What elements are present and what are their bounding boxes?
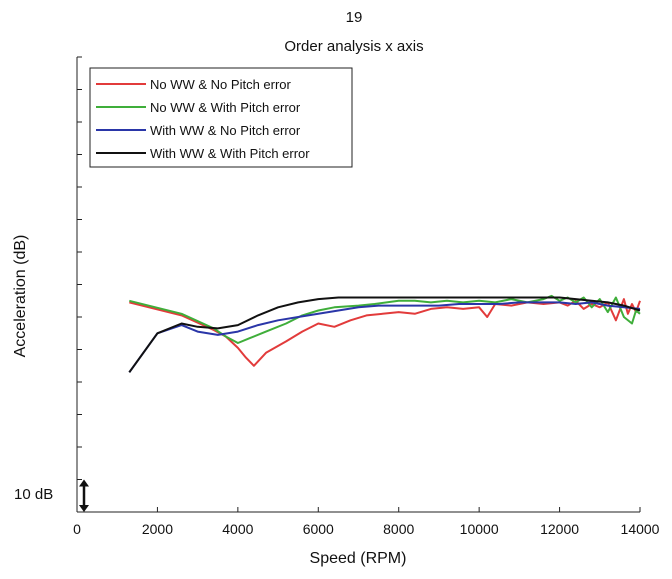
series-line-3 [128, 301, 641, 373]
x-tick-label: 8000 [383, 521, 414, 537]
scale-marker-arrow-down [79, 505, 89, 512]
legend-label-4: With WW & With Pitch error [150, 146, 310, 161]
x-tick-label: 10000 [460, 521, 499, 537]
x-tick-label: 0 [73, 521, 81, 537]
legend-label-1: No WW & No Pitch error [150, 77, 292, 92]
y-axis-label: Acceleration (dB) [12, 235, 29, 358]
scale-marker-label: 10 dB [14, 486, 53, 503]
axes [76, 56, 641, 513]
x-tick-labels: 0 2000 4000 6000 8000 10000 12000 14000 [73, 521, 660, 537]
x-tick-label: 4000 [222, 521, 253, 537]
chart-title: 19 [346, 9, 363, 26]
series-line-4 [128, 296, 641, 373]
x-tick-label: 14000 [621, 521, 660, 537]
series-lines [128, 294, 641, 373]
scale-marker-arrow-up [79, 479, 89, 487]
chart-subtitle: Order analysis x axis [284, 38, 423, 55]
scale-marker: 10 dB [14, 479, 89, 512]
legend-label-2: No WW & With Pitch error [150, 100, 301, 115]
x-axis-label: Speed (RPM) [310, 550, 407, 567]
x-tick-label: 6000 [303, 521, 334, 537]
x-tick-label: 12000 [540, 521, 579, 537]
x-tick-label: 2000 [142, 521, 173, 537]
legend: No WW & No Pitch error No WW & With Pitch… [89, 67, 353, 168]
legend-label-3: With WW & No Pitch error [150, 123, 301, 138]
series-line-1 [129, 298, 641, 367]
